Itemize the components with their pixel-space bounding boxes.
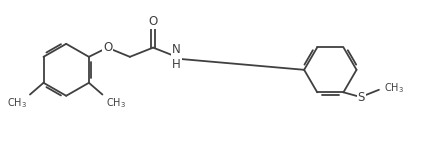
Text: CH$_3$: CH$_3$ — [106, 96, 126, 110]
Text: O: O — [148, 15, 158, 28]
Text: N
H: N H — [172, 43, 181, 71]
Text: O: O — [103, 41, 112, 54]
Text: S: S — [357, 91, 365, 104]
Text: CH$_3$: CH$_3$ — [7, 96, 27, 110]
Text: CH$_3$: CH$_3$ — [384, 81, 404, 95]
